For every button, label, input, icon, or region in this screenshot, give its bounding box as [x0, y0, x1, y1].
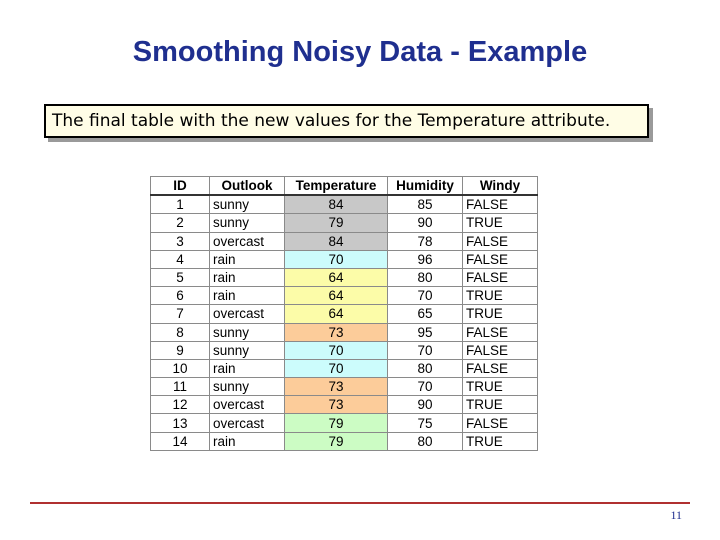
- cell-windy: FALSE: [462, 358, 538, 379]
- cell-id: 14: [150, 431, 210, 451]
- table-row: 8 sunny 73 95 FALSE: [150, 322, 538, 342]
- cell-windy: FALSE: [462, 267, 538, 288]
- cell-temperature: 73: [284, 395, 388, 415]
- cell-outlook: rain: [209, 267, 285, 288]
- cell-temperature: 64: [284, 267, 388, 288]
- table-row: 6 rain 64 70 TRUE: [150, 286, 538, 306]
- cell-id: 10: [150, 358, 210, 379]
- table-row: 2 sunny 79 90 TRUE: [150, 213, 538, 233]
- table-row: 1 sunny 84 85 FALSE: [150, 194, 538, 215]
- cell-windy: FALSE: [462, 249, 538, 269]
- cell-windy: FALSE: [462, 194, 538, 215]
- table-row: 13 overcast 79 75 FALSE: [150, 413, 538, 433]
- cell-humidity: 75: [387, 413, 463, 433]
- table-row: 4 rain 70 96 FALSE: [150, 249, 538, 269]
- cell-temperature: 70: [284, 249, 388, 269]
- caption-box: The final table with the new values for …: [44, 104, 649, 138]
- table-row: 9 sunny 70 70 FALSE: [150, 340, 538, 360]
- cell-id: 5: [150, 267, 210, 288]
- table-row: 11 sunny 73 70 TRUE: [150, 377, 538, 397]
- cell-humidity: 70: [387, 286, 463, 306]
- cell-id: 8: [150, 322, 210, 342]
- cell-humidity: 90: [387, 213, 463, 233]
- cell-humidity: 78: [387, 231, 463, 251]
- cell-outlook: sunny: [209, 194, 285, 215]
- cell-id: 11: [150, 377, 210, 397]
- cell-outlook: sunny: [209, 213, 285, 233]
- cell-humidity: 95: [387, 322, 463, 342]
- cell-temperature: 79: [284, 213, 388, 233]
- cell-id: 3: [150, 231, 210, 251]
- cell-temperature: 64: [284, 286, 388, 306]
- header-windy: Windy: [462, 176, 538, 196]
- cell-windy: TRUE: [462, 377, 538, 397]
- cell-humidity: 65: [387, 304, 463, 324]
- cell-id: 4: [150, 249, 210, 269]
- table-row: 5 rain 64 80 FALSE: [150, 267, 538, 288]
- cell-humidity: 96: [387, 249, 463, 269]
- caption-text: The final table with the new values for …: [52, 111, 611, 131]
- cell-temperature: 84: [284, 231, 388, 251]
- cell-humidity: 85: [387, 194, 463, 215]
- table-row: 7 overcast 64 65 TRUE: [150, 304, 538, 324]
- cell-windy: FALSE: [462, 340, 538, 360]
- cell-humidity: 80: [387, 267, 463, 288]
- header-humidity: Humidity: [387, 176, 463, 196]
- cell-temperature: 84: [284, 194, 388, 215]
- cell-outlook: overcast: [209, 304, 285, 324]
- cell-windy: FALSE: [462, 231, 538, 251]
- cell-temperature: 79: [284, 413, 388, 433]
- table-body: 1 sunny 84 85 FALSE 2 sunny 79 90 TRUE 3 overcast 84…: [150, 194, 538, 451]
- cell-id: 6: [150, 286, 210, 306]
- cell-windy: TRUE: [462, 431, 538, 451]
- cell-windy: TRUE: [462, 304, 538, 324]
- table-row: 14 rain 79 80 TRUE: [150, 431, 538, 451]
- cell-temperature: 73: [284, 322, 388, 342]
- slide-title: Smoothing Noisy Data - Example: [132, 36, 588, 68]
- cell-outlook: overcast: [209, 395, 285, 415]
- cell-id: 7: [150, 304, 210, 324]
- header-outlook: Outlook: [209, 176, 285, 196]
- cell-outlook: overcast: [209, 231, 285, 251]
- cell-outlook: sunny: [209, 340, 285, 360]
- cell-id: 9: [150, 340, 210, 360]
- cell-temperature: 73: [284, 377, 388, 397]
- cell-outlook: sunny: [209, 322, 285, 342]
- cell-humidity: 90: [387, 395, 463, 415]
- cell-outlook: sunny: [209, 377, 285, 397]
- table-row: 10 rain 70 80 FALSE: [150, 358, 538, 379]
- cell-id: 1: [150, 194, 210, 215]
- cell-windy: TRUE: [462, 213, 538, 233]
- cell-temperature: 70: [284, 340, 388, 360]
- cell-windy: TRUE: [462, 395, 538, 415]
- cell-windy: FALSE: [462, 413, 538, 433]
- page-number: 11: [670, 508, 682, 522]
- cell-outlook: rain: [209, 431, 285, 451]
- cell-windy: TRUE: [462, 286, 538, 306]
- cell-outlook: rain: [209, 249, 285, 269]
- cell-outlook: rain: [209, 358, 285, 379]
- cell-id: 13: [150, 413, 210, 433]
- cell-outlook: rain: [209, 286, 285, 306]
- cell-outlook: overcast: [209, 413, 285, 433]
- header-temperature: Temperature: [284, 176, 388, 196]
- cell-temperature: 64: [284, 304, 388, 324]
- cell-humidity: 70: [387, 340, 463, 360]
- cell-humidity: 80: [387, 358, 463, 379]
- cell-windy: FALSE: [462, 322, 538, 342]
- cell-temperature: 70: [284, 358, 388, 379]
- table-row: 3 overcast 84 78 FALSE: [150, 231, 538, 251]
- cell-humidity: 70: [387, 377, 463, 397]
- cell-id: 12: [150, 395, 210, 415]
- footer-divider: [30, 502, 690, 504]
- cell-temperature: 79: [284, 431, 388, 451]
- table-row: 12 overcast 73 90 TRUE: [150, 395, 538, 415]
- table-header-row: ID Outlook Temperature Humidity Windy: [150, 176, 538, 196]
- header-id: ID: [150, 176, 210, 196]
- cell-humidity: 80: [387, 431, 463, 451]
- cell-id: 2: [150, 213, 210, 233]
